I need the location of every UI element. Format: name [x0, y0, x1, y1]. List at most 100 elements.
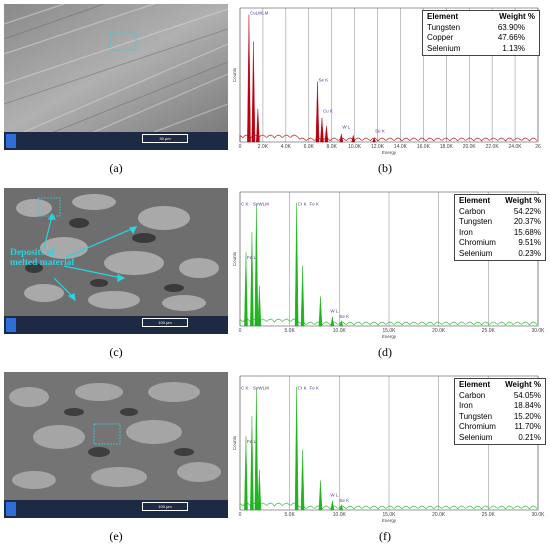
x-tick-label: 16.0K — [417, 144, 431, 150]
x-tick-label: 15.0K — [382, 512, 396, 518]
x-tick-label: 25.0K — [482, 512, 496, 518]
spectrum-peak — [339, 133, 344, 143]
caption-e: (e) — [109, 529, 123, 543]
spectrum-peak — [339, 319, 344, 327]
figure-row-3: 100 μm (e) 0 5.0K 10.0K 15.0K 20.0K 25.0K 30.0… — [0, 368, 550, 548]
spectrum-peak — [300, 265, 305, 327]
spectrum-peak — [254, 205, 259, 327]
x-tick-label: 24.0K — [509, 144, 523, 150]
peak-label: Se K — [339, 314, 349, 319]
peak-label: Fe L — [247, 255, 257, 260]
table-row: Chromium 9.51% — [459, 238, 541, 247]
x-tick-label: 5.0K — [285, 512, 296, 518]
spectrum-peak — [351, 135, 356, 143]
peak-label: W L — [342, 125, 350, 130]
sem-info-bar-a: 30 μm — [4, 132, 228, 150]
spectrum-peak — [250, 232, 254, 327]
spectrum-peak — [247, 14, 251, 143]
eds-spectrum-b: 0 2.0K 4.0K 6.0K 8.0K 10.0K 12.0K 14.0K 16.0K 18.… — [232, 4, 546, 159]
spectrum-baseline — [239, 502, 538, 510]
spectrum-peak — [294, 202, 299, 327]
spectrum-peak — [244, 436, 248, 511]
table-row: Iron 18.84% — [459, 401, 541, 410]
spectrum-peak — [315, 81, 320, 143]
table-row: Tungsten 15.20% — [459, 411, 541, 421]
y-axis-label: Counts — [232, 67, 237, 82]
table-header-element: Element — [427, 12, 459, 21]
x-tick-label: 6.0K — [304, 144, 315, 150]
x-tick-label: 2.0K — [258, 144, 269, 150]
spectrum-baseline — [239, 318, 538, 326]
peak-label: C K — [241, 201, 249, 206]
peak-label: W L — [330, 493, 338, 498]
instrument-logo-icon — [6, 318, 16, 332]
scale-bar-a: 30 μm — [142, 134, 188, 143]
spectrum-peak — [244, 252, 248, 327]
table-row: Chromium 11.70% — [459, 422, 541, 431]
sem-micrograph-e — [4, 372, 228, 500]
table-row: Copper 47.66% — [427, 33, 525, 42]
peak-label: SeWLM — [253, 201, 269, 206]
table-row: Selenium 0.23% — [459, 248, 541, 258]
spectrum-peak — [250, 416, 254, 511]
peak-label: W L — [330, 309, 338, 314]
spectrum-peak — [257, 469, 262, 511]
sem-info-bar-e: 100 μm — [4, 500, 228, 518]
x-tick-label: 20.0K — [432, 328, 446, 334]
sem-micrograph-c — [4, 188, 228, 316]
table-row: Carbon 54.05% — [459, 390, 541, 400]
x-axis-label: Energy — [382, 150, 397, 155]
x-tick-label: 10.0K — [333, 512, 347, 518]
eds-spectrum-d: 0 5.0K 10.0K 15.0K 20.0K 25.0K 30.0K Energy Coun… — [232, 188, 546, 343]
peak-label: Cr K — [298, 385, 307, 390]
peak-label: Fe K — [310, 201, 320, 206]
caption-c: (c) — [109, 345, 123, 359]
sem-micrograph-a — [4, 4, 228, 133]
x-tick-label: 18.0K — [440, 144, 454, 150]
eds-spectrum-f: 0 5.0K 10.0K 15.0K 20.0K 25.0K 30.0K Energy Coun… — [232, 372, 546, 527]
x-tick-label: 12.0K — [371, 144, 385, 150]
spectrum-peak — [330, 500, 335, 511]
spectrum-peak — [320, 117, 324, 143]
x-tick-label: 0 — [239, 144, 242, 150]
instrument-logo-icon — [6, 502, 16, 516]
sem-image-c: Deposits of melted material 100 μm — [4, 188, 228, 334]
spectrum-peak — [294, 386, 299, 511]
peak-label: Fe K — [310, 385, 320, 390]
instrument-logo-icon — [6, 134, 16, 148]
x-axis-label: Energy — [382, 334, 397, 339]
sem-image-e: 100 μm — [4, 372, 228, 518]
x-tick-label: 20.0K — [463, 144, 477, 150]
spectrum-baseline — [239, 134, 538, 142]
spectrum-peak — [339, 503, 344, 511]
x-axis-label: Energy — [382, 518, 397, 523]
peak-label: CuLWLM — [250, 11, 269, 16]
spectrum-peak — [251, 41, 256, 143]
x-tick-label: 5.0K — [285, 328, 296, 334]
table-row: Tungsten 20.37% — [459, 217, 541, 226]
table-row: Tungsten 63.90% — [427, 22, 525, 32]
spectrum-peak — [324, 125, 329, 143]
peak-label: Cr K — [298, 201, 307, 206]
y-axis-label: Counts — [232, 435, 237, 450]
x-tick-label: 10.0K — [348, 144, 362, 150]
peak-label: Fe L — [247, 439, 257, 444]
caption-f: (f) — [379, 529, 391, 543]
peak-label: Se K — [318, 78, 328, 83]
table-row: Selenium 0.21% — [459, 432, 541, 442]
spectrum-peak — [254, 389, 259, 511]
x-tick-label: 30.0K — [531, 512, 545, 518]
table-header-weight: Weight % — [499, 12, 535, 21]
spectrum-peak — [256, 108, 260, 143]
x-tick-label: 10.0K — [333, 328, 347, 334]
weight-table-f: Element Weight % Carbon 54.05% Iron 18.84% … — [454, 378, 546, 445]
x-tick-label: 26 — [535, 144, 541, 150]
sem-info-bar-c: 100 μm — [4, 316, 228, 334]
x-tick-label: 25.0K — [482, 328, 496, 334]
peak-label: Se K — [339, 498, 349, 503]
table-row: Carbon 54.22% — [459, 206, 541, 216]
spectrum-peak — [330, 316, 335, 327]
spectrum-peak — [318, 296, 323, 327]
weight-table-d: Element Weight % Carbon 54.22% Tungsten 20.… — [454, 194, 546, 261]
x-tick-label: 0 — [239, 328, 242, 334]
